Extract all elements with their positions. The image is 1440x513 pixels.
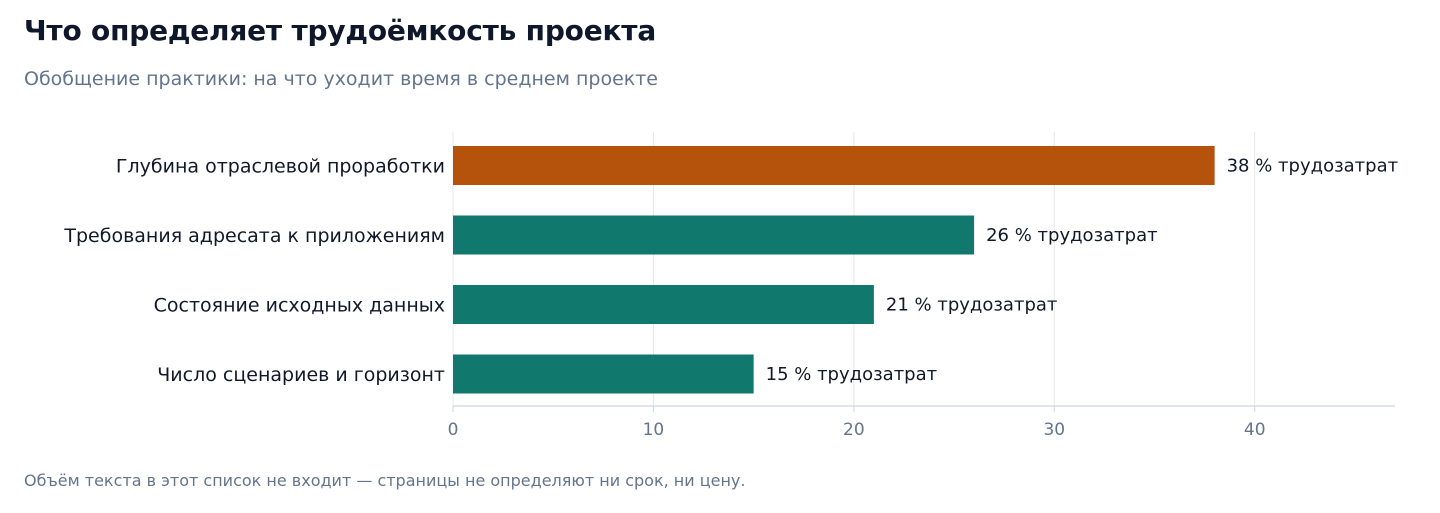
- x-tick-label: 20: [843, 420, 865, 440]
- value-label: 26 % трудозатрат: [986, 225, 1158, 246]
- x-tick-label: 10: [643, 420, 665, 440]
- bar: [453, 215, 975, 255]
- x-tick-label: 40: [1244, 420, 1266, 440]
- value-label: 21 % трудозатрат: [886, 295, 1058, 316]
- x-axis: 0 10 20 30 40: [448, 405, 1395, 440]
- footnote: Объём текста в этот список не входит — с…: [24, 471, 746, 490]
- category-label: Требования адресата к приложениям: [63, 225, 445, 247]
- bar: [453, 354, 754, 394]
- category-labels: Глубина отраслевой проработки Требования …: [63, 156, 445, 387]
- value-label: 38 % трудозатрат: [1227, 156, 1399, 177]
- bars: [453, 146, 1215, 394]
- value-label: 15 % трудозатрат: [766, 364, 938, 385]
- chart-subtitle: Обобщение практики: на что уходит время …: [24, 68, 658, 90]
- bar: [453, 285, 874, 324]
- x-tick-label: 30: [1043, 420, 1065, 440]
- category-label: Состояние исходных данных: [154, 295, 445, 317]
- bar-highlight: [453, 146, 1215, 185]
- category-label: Глубина отраслевой проработки: [116, 156, 445, 178]
- category-label: Число сценариев и горизонт: [157, 364, 445, 386]
- chart-title: Что определяет трудоёмкость проекта: [24, 14, 657, 47]
- x-tick-label: 0: [448, 420, 459, 440]
- value-labels: 38 % трудозатрат 26 % трудозатрат 21 % тру…: [766, 156, 1398, 386]
